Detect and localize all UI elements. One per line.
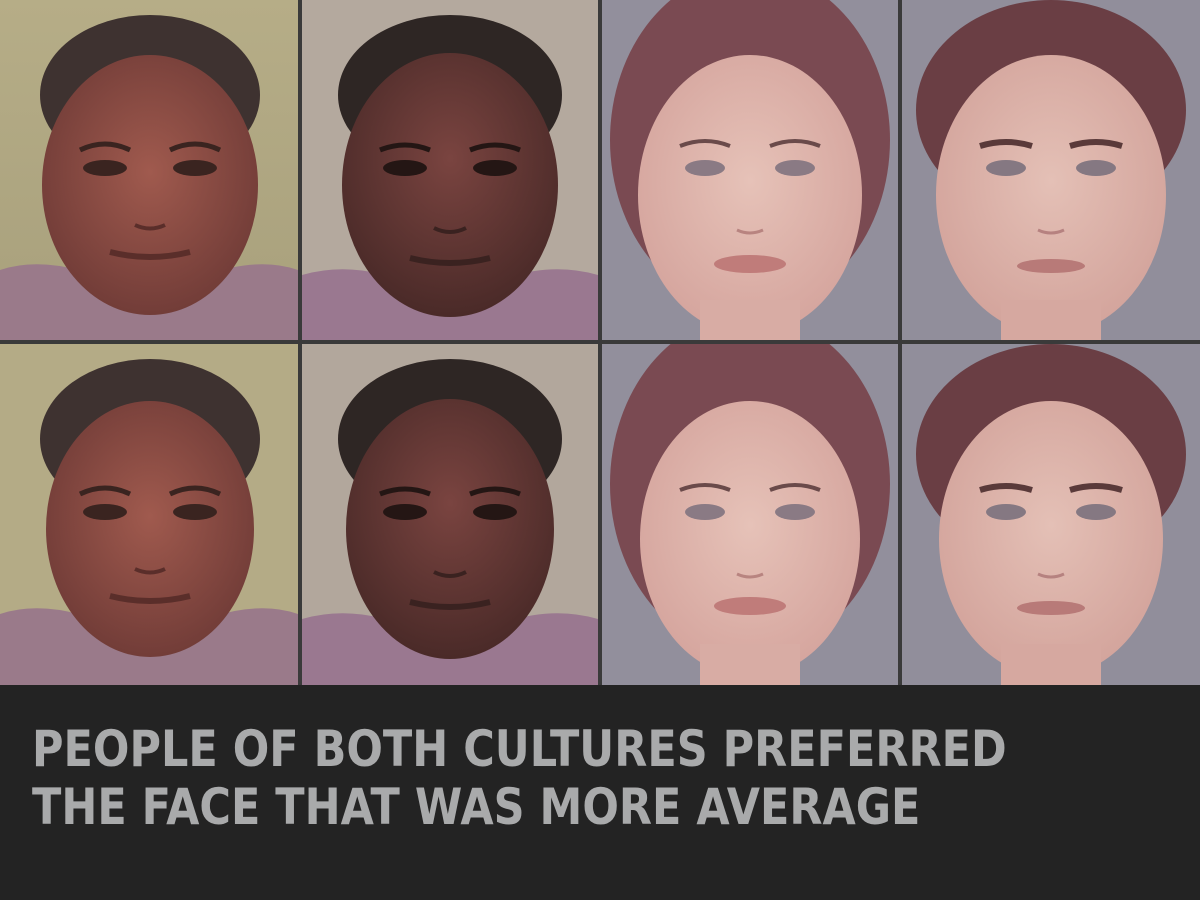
face-photo-european-male-2 bbox=[902, 344, 1200, 685]
face-photo-european-female-1 bbox=[602, 0, 898, 340]
face-photo-european-male-1 bbox=[902, 0, 1200, 340]
face-photo-european-female-2 bbox=[602, 344, 898, 685]
face-photo-african-female-1 bbox=[0, 0, 298, 340]
face-photo-grid bbox=[0, 0, 1200, 685]
face-photo-african-male-2 bbox=[302, 344, 598, 685]
caption-line-1: PEOPLE OF BOTH CULTURES PREFERRED bbox=[32, 720, 1007, 778]
caption-line-2: THE FACE THAT WAS MORE AVERAGE bbox=[32, 778, 921, 836]
face-photo-african-male-1 bbox=[302, 0, 598, 340]
slide-caption: PEOPLE OF BOTH CULTURES PREFERRED THE FA… bbox=[32, 720, 1012, 836]
face-photo-african-female-2 bbox=[0, 344, 298, 685]
